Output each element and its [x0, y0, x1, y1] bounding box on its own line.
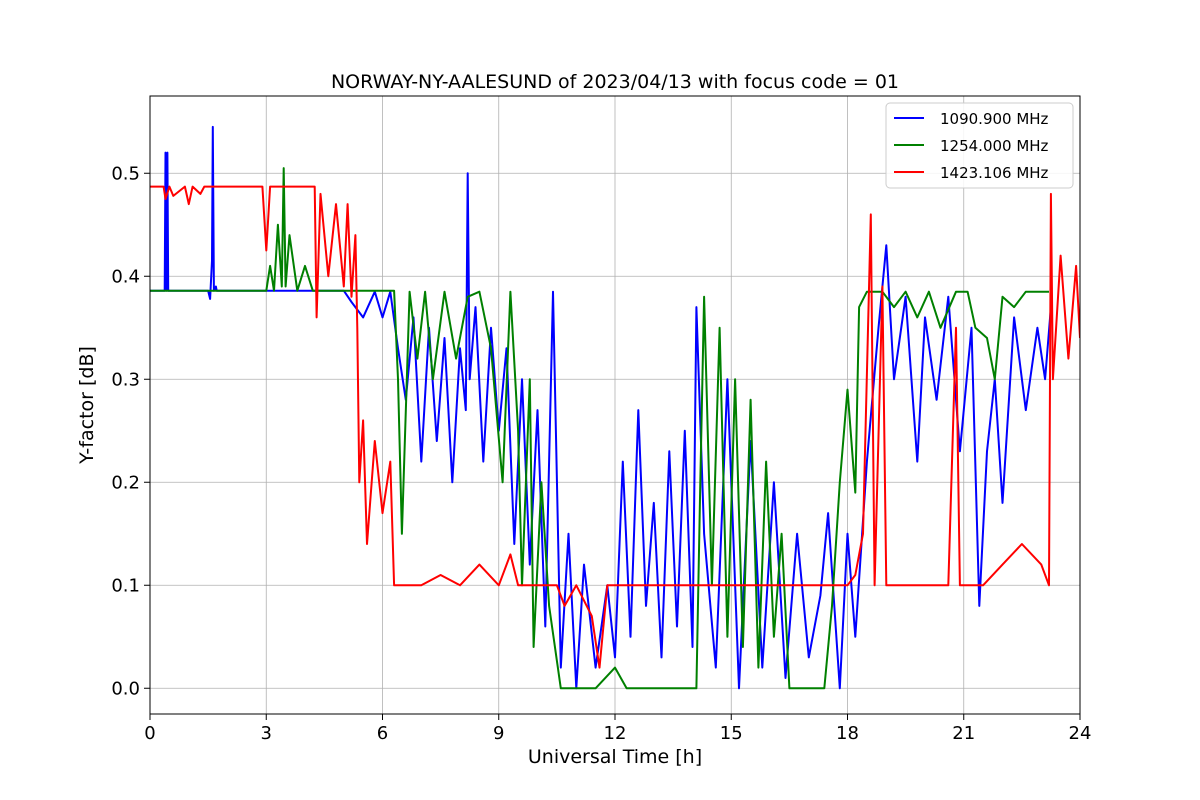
- legend-label-1423: 1423.106 MHz: [940, 164, 1049, 182]
- ticks: 0 3 6 9 12 15 18 21 24 0.0 0.1 0.2 0.3 0.4 0.5: [111, 163, 1091, 744]
- y-tick-label: 0.2: [111, 472, 140, 493]
- y-axis-label: Y-factor [dB]: [76, 346, 98, 465]
- x-tick-label: 24: [1069, 723, 1092, 744]
- series-line-2: [150, 185, 1080, 669]
- x-tick-label: 12: [604, 723, 627, 744]
- legend-label-1090: 1090.900 MHz: [940, 110, 1049, 128]
- x-tick-label: 9: [493, 723, 504, 744]
- x-tick-label: 0: [144, 723, 155, 744]
- y-tick-label: 0.1: [111, 575, 140, 596]
- x-axis-label: Universal Time [h]: [528, 746, 702, 768]
- legend: 1090.900 MHz 1254.000 MHz 1423.106 MHz: [885, 102, 1074, 189]
- x-tick-label: 3: [261, 723, 272, 744]
- x-tick-label: 6: [377, 723, 388, 744]
- y-tick-label: 0.5: [111, 163, 140, 184]
- y-tick-label: 0.3: [111, 369, 140, 390]
- legend-box: [885, 102, 1074, 189]
- series-line-1: [150, 167, 1049, 690]
- y-tick-label: 0.4: [111, 266, 140, 287]
- legend-label-1254: 1254.000 MHz: [940, 137, 1049, 155]
- x-tick-label: 18: [836, 723, 859, 744]
- x-tick-label: 15: [720, 723, 743, 744]
- y-tick-label: 0.0: [111, 678, 140, 699]
- series-layer: [150, 125, 1080, 690]
- x-tick-label: 21: [952, 723, 975, 744]
- chart-title: NORWAY-NY-AALESUND of 2023/04/13 with fo…: [331, 71, 899, 93]
